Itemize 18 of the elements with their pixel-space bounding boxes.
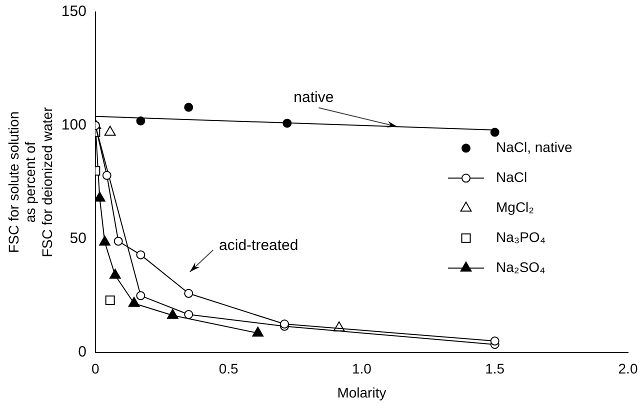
legend-label: Na₂SO₄ xyxy=(496,259,546,276)
x-tick-label: 2.0 xyxy=(618,360,638,377)
legend-label: NaCl, native xyxy=(496,139,572,156)
annotation: native xyxy=(294,88,334,106)
x-tick-label: 0 xyxy=(92,360,100,377)
x-tick-label: 1.5 xyxy=(485,360,505,377)
legend-label: Na₃PO₄ xyxy=(496,229,546,246)
annotation: acid-treated xyxy=(219,237,298,254)
x-tick-label: 1.0 xyxy=(352,360,372,377)
x-axis-title: Molarity xyxy=(337,384,386,400)
y-tick-label: 50 xyxy=(70,230,86,248)
y-axis-title: FSC for solute solution as percent of FSC for deionized water xyxy=(5,106,55,258)
legend-label: MgCl₂ xyxy=(496,199,534,216)
y-tick-label: 100 xyxy=(61,116,86,134)
y-tick-label: 0 xyxy=(78,344,86,361)
legend-label: NaCl xyxy=(496,169,528,186)
x-tick-label: 0.5 xyxy=(218,360,239,377)
y-tick-label: 150 xyxy=(61,3,86,20)
